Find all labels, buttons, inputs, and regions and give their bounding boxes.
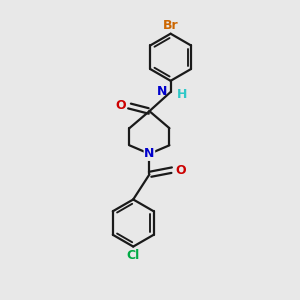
Text: O: O: [175, 164, 186, 176]
Text: Cl: Cl: [127, 249, 140, 262]
Text: O: O: [115, 99, 126, 112]
Text: N: N: [157, 85, 167, 98]
Text: Br: Br: [163, 19, 178, 32]
Text: H: H: [177, 88, 188, 101]
Text: N: N: [144, 147, 154, 160]
